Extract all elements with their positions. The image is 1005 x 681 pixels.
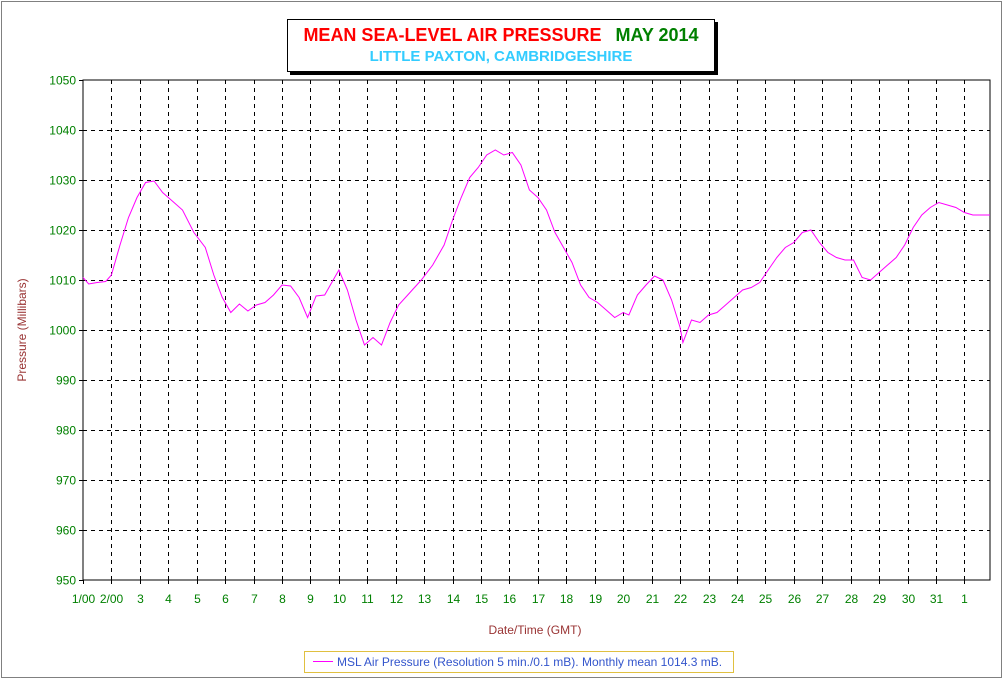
x-tick-label: 2/00 xyxy=(100,592,124,606)
x-tick-label: 31 xyxy=(930,592,944,606)
legend-entry: MSL Air Pressure (Resolution 5 min./0.1 … xyxy=(337,655,723,669)
x-tick-label: 24 xyxy=(731,592,745,606)
y-tick-label: 980 xyxy=(56,424,76,438)
x-tick-label: 23 xyxy=(703,592,717,606)
series-line-msl-pressure xyxy=(82,149,990,346)
y-tick-label: 1000 xyxy=(49,324,76,338)
x-tick-label: 11 xyxy=(361,592,374,606)
y-tick-label: 950 xyxy=(56,574,76,588)
legend-swatch xyxy=(313,660,333,662)
chart-subtitle: LITTLE PAXTON, CAMBRIDGESHIRE xyxy=(369,48,633,65)
x-tick-label: 7 xyxy=(251,592,258,606)
x-tick-label: 27 xyxy=(816,592,830,606)
x-tick-label: 30 xyxy=(902,592,916,606)
y-tick-label: 960 xyxy=(56,524,76,538)
x-tick-label: 21 xyxy=(646,592,660,606)
y-tick-label: 1010 xyxy=(49,274,76,288)
x-tick-label: 28 xyxy=(845,592,859,606)
chart-title: MEAN SEA-LEVEL AIR PRESSURE xyxy=(303,25,602,45)
x-tick-label: 18 xyxy=(560,592,574,606)
x-tick-label: 12 xyxy=(390,592,404,606)
x-axis-ticks: 1/00 2/00 3 4 5 6 7 8 9 10 11 12 13 14 15 16 17 18 19 20 21 2… xyxy=(72,580,968,606)
x-tick-label: 20 xyxy=(617,592,631,606)
x-tick-label: 17 xyxy=(532,592,546,606)
x-tick-label: 19 xyxy=(589,592,603,606)
y-axis-title: Pressure (Millibars) xyxy=(15,278,29,381)
y-tick-label: 1040 xyxy=(49,124,76,138)
x-tick-label: 14 xyxy=(447,592,461,606)
x-tick-label: 5 xyxy=(194,592,201,606)
x-tick-label: 15 xyxy=(475,592,489,606)
y-tick-label: 1050 xyxy=(49,74,76,88)
grid-lines xyxy=(83,80,990,580)
x-tick-label: 22 xyxy=(674,592,688,606)
x-tick-label: 8 xyxy=(279,592,286,606)
x-tick-label: 9 xyxy=(307,592,314,606)
chart-title-box: MEAN SEA-LEVEL AIR PRESSURE MAY 2014 LITT… xyxy=(287,19,715,72)
title-line: MEAN SEA-LEVEL AIR PRESSURE MAY 2014 xyxy=(288,24,714,46)
x-tick-label: 1/00 xyxy=(72,592,96,606)
y-tick-label: 1030 xyxy=(49,174,76,188)
x-tick-label: 26 xyxy=(788,592,802,606)
x-tick-label: 25 xyxy=(759,592,773,606)
x-tick-label: 29 xyxy=(873,592,887,606)
legend: MSL Air Pressure (Resolution 5 min./0.1 … xyxy=(304,651,734,673)
x-tick-label: 1 xyxy=(961,592,968,606)
y-tick-label: 1020 xyxy=(49,224,76,238)
y-tick-label: 990 xyxy=(56,374,76,388)
x-tick-label: 3 xyxy=(137,592,144,606)
x-axis-title: Date/Time (GMT) xyxy=(489,623,582,637)
chart-title-date: MAY 2014 xyxy=(615,25,699,45)
y-tick-label: 970 xyxy=(56,474,76,488)
x-tick-label: 13 xyxy=(418,592,432,606)
x-tick-label: 6 xyxy=(222,592,229,606)
x-tick-label: 10 xyxy=(333,592,347,606)
x-tick-label: 4 xyxy=(165,592,172,606)
y-axis-ticks: 950 960 970 980 990 1000 1010 1020 1030 1040 1050 xyxy=(49,74,83,588)
x-tick-label: 16 xyxy=(503,592,517,606)
